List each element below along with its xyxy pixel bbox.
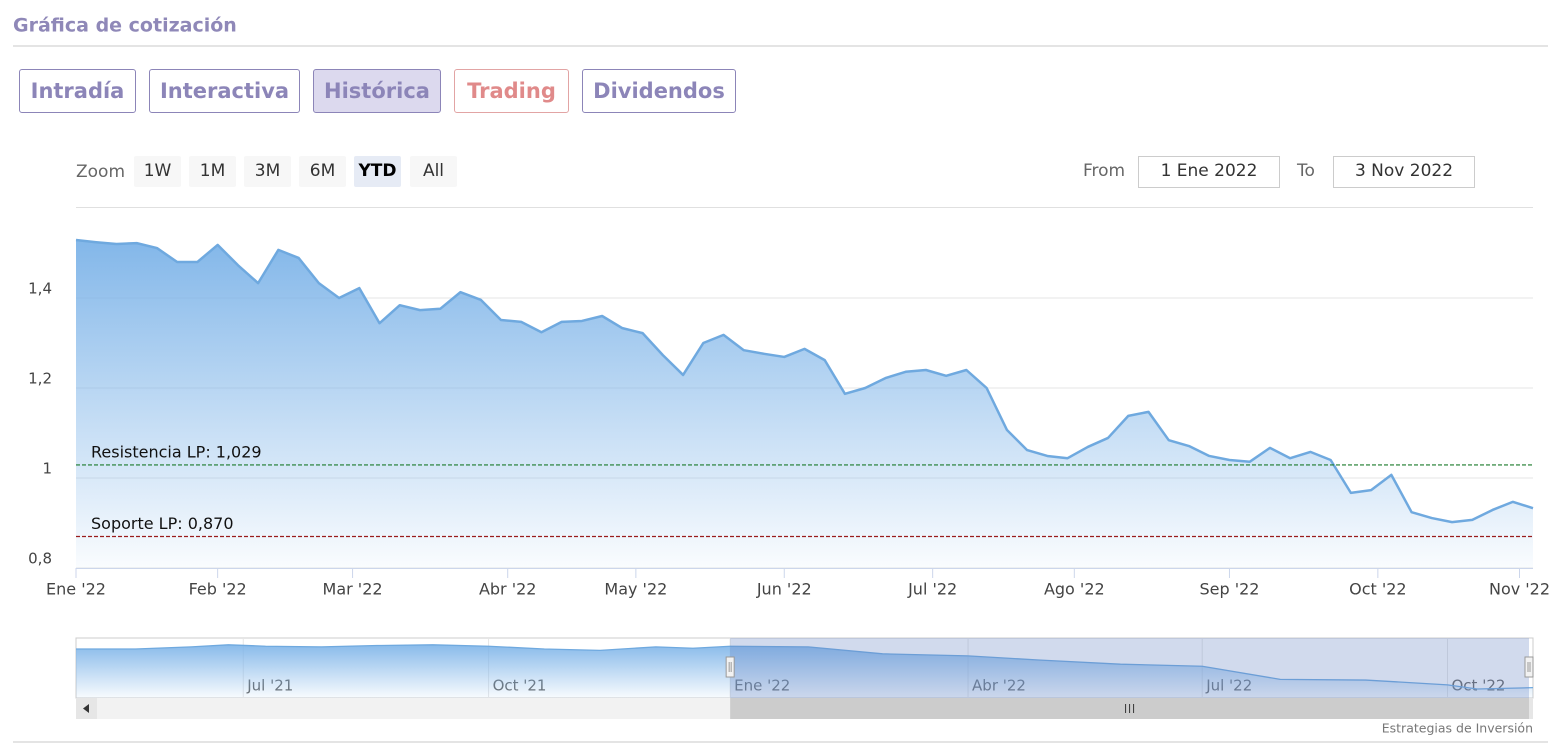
from-value[interactable]: 1 Ene 2022 bbox=[1161, 161, 1258, 181]
zoom-button[interactable] bbox=[354, 156, 401, 187]
credits: Estrategias de Inversión bbox=[1382, 721, 1533, 736]
x-tick-label: Oct '22 bbox=[1349, 580, 1407, 599]
price-line bbox=[75, 238, 1534, 524]
navigator-selection bbox=[730, 638, 1529, 698]
zoom-button-label[interactable]: All bbox=[423, 161, 444, 181]
zoom-button-label[interactable]: 6M bbox=[310, 161, 335, 181]
x-tick-label: Feb '22 bbox=[189, 580, 247, 599]
zoom-button-label[interactable]: YTD bbox=[357, 161, 396, 181]
area bbox=[76, 239, 1533, 568]
navigator-handle[interactable] bbox=[1524, 656, 1534, 678]
x-tick-label: Sep '22 bbox=[1199, 580, 1259, 599]
y-tick-label: 1 bbox=[42, 460, 52, 478]
zoom-button-label[interactable]: 1M bbox=[200, 161, 225, 181]
navigator-area bbox=[76, 644, 1533, 698]
zoom-button[interactable] bbox=[134, 156, 181, 187]
x-tick-label: Mar '22 bbox=[323, 580, 383, 599]
tab[interactable]: Interactiva bbox=[149, 69, 300, 113]
x-tick-label: Abr '22 bbox=[479, 580, 537, 599]
tab[interactable]: Trading bbox=[454, 69, 569, 113]
x-tick-label: Nov '22 bbox=[1489, 580, 1550, 599]
x-tick-label: Jul '22 bbox=[907, 580, 957, 599]
page-title: Gráfica de cotización bbox=[13, 15, 237, 37]
tab[interactable]: Intradía bbox=[19, 69, 136, 113]
zoom-button-label[interactable]: 3M bbox=[255, 161, 280, 181]
zoom-button[interactable] bbox=[244, 156, 291, 187]
reference-label: Resistencia LP: 1,029 bbox=[91, 442, 262, 461]
navigator-handle[interactable] bbox=[725, 656, 735, 678]
from-label: From bbox=[1083, 161, 1125, 181]
to-input[interactable] bbox=[1333, 156, 1475, 188]
tab[interactable]: Histórica bbox=[313, 69, 441, 113]
tab[interactable]: Dividendos bbox=[582, 69, 736, 113]
x-tick-label: Ago '22 bbox=[1044, 580, 1105, 599]
y-tick-label: 0,8 bbox=[28, 550, 52, 568]
x-tick-label: Jun '22 bbox=[756, 580, 812, 599]
from-input[interactable] bbox=[1138, 156, 1280, 188]
zoom-button[interactable] bbox=[189, 156, 236, 187]
y-tick-label: 1,4 bbox=[28, 280, 52, 298]
arrow-icon bbox=[83, 704, 89, 713]
to-value[interactable]: 3 Nov 2022 bbox=[1355, 161, 1453, 181]
y-tick-label: 1,2 bbox=[28, 370, 52, 388]
reference-label: Soporte LP: 0,870 bbox=[91, 514, 234, 533]
to-label: To bbox=[1296, 161, 1315, 181]
navigator-line bbox=[76, 644, 1534, 690]
zoom-button[interactable] bbox=[299, 156, 346, 187]
x-tick-label: May '22 bbox=[604, 580, 667, 599]
zoom-label: Zoom bbox=[76, 162, 125, 182]
x-tick-label: Ene '22 bbox=[46, 580, 106, 599]
zoom-button[interactable] bbox=[410, 156, 457, 187]
zoom-button-label[interactable]: 1W bbox=[144, 161, 172, 181]
